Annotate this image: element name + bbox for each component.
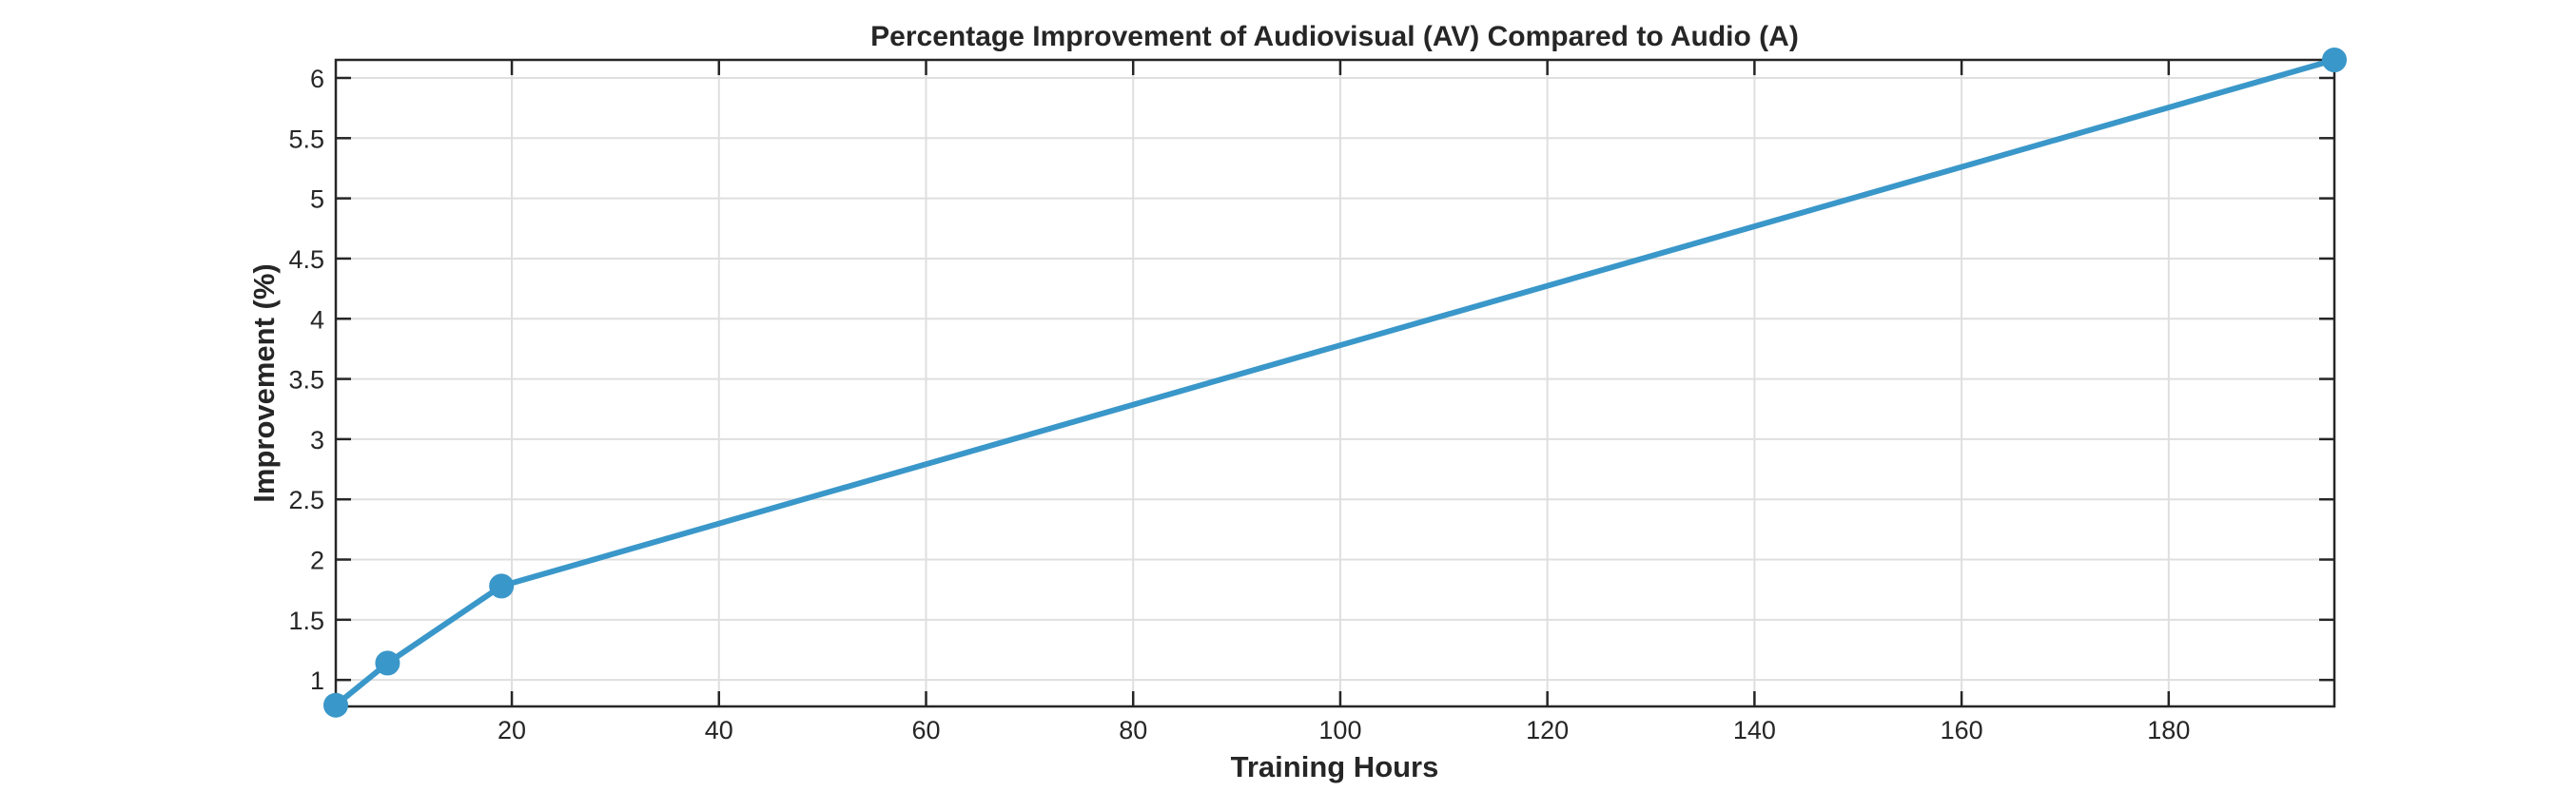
x-axis-label: Training Hours: [1231, 750, 1439, 783]
x-tick-label: 100: [1318, 716, 1361, 744]
y-tick-label: 5.5: [288, 125, 324, 153]
x-tick-label: 120: [1526, 716, 1569, 744]
y-tick-label: 3: [310, 426, 324, 454]
y-tick-label: 1.5: [288, 607, 324, 635]
y-tick-label: 6: [310, 65, 324, 93]
x-tick-label: 140: [1733, 716, 1776, 744]
x-tick-label: 160: [1941, 716, 1983, 744]
y-tick-label: 2.5: [288, 486, 324, 514]
x-tick-label: 180: [2147, 716, 2190, 744]
y-axis-label: Improvement (%): [247, 263, 281, 502]
y-tick-label: 2: [310, 547, 324, 575]
grid-lines: [336, 60, 2334, 706]
y-tick-label: 1: [310, 666, 324, 695]
x-tick-label: 60: [911, 716, 940, 744]
data-point: [2322, 48, 2347, 72]
x-tick-label: 80: [1119, 716, 1147, 744]
x-tick-label: 20: [498, 716, 526, 744]
plot-frame: [334, 58, 2336, 708]
data-point: [375, 650, 400, 676]
x-tick-label: 40: [705, 716, 733, 744]
data-point: [489, 573, 515, 599]
axis-ticks: [336, 60, 2334, 706]
data-point: [323, 692, 348, 718]
y-tick-label: 3.5: [288, 366, 324, 395]
chart-title: Percentage Improvement of Audiovisual (A…: [870, 21, 1799, 52]
series-line: [334, 57, 2335, 708]
y-tick-label: 4.5: [288, 245, 324, 274]
series-layer: [323, 48, 2347, 718]
tick-labels: 20 40 60 80 100 120 140 160 180 1 1.5 2 2.5 3 3.5 4 4.5 5…: [288, 65, 2190, 744]
y-tick-label: 4: [310, 305, 324, 334]
y-tick-label: 5: [310, 185, 324, 214]
